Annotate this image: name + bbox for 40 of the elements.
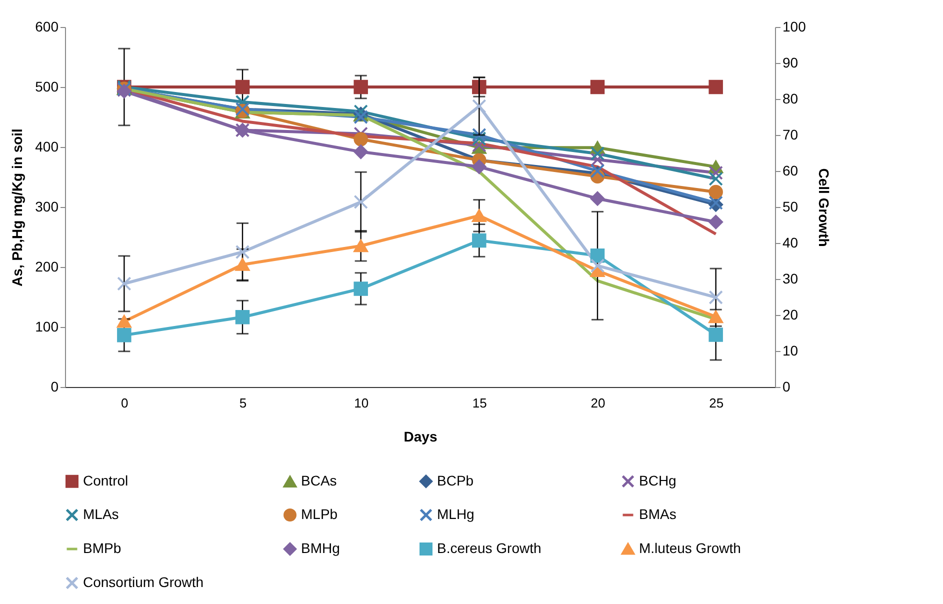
x-axis-title: Days <box>404 428 438 444</box>
legend-label: B.cereus Growth <box>437 540 542 556</box>
y-tick-label: 600 <box>35 18 59 34</box>
y2-tick-label: 20 <box>782 306 798 322</box>
x-tick-label: 20 <box>590 396 606 410</box>
y-axis-title: As, Pb,Hg mg/Kg in soil <box>9 128 26 286</box>
legend-label: BCPb <box>437 472 474 488</box>
y2-tick-label: 90 <box>782 54 798 70</box>
legend-label: Consortium Growth <box>83 574 204 590</box>
legend-label: MLAs <box>83 506 119 522</box>
x-tick-label: 15 <box>472 396 487 410</box>
legend-label: BMPb <box>83 540 122 556</box>
y-tick-label: 400 <box>35 138 59 154</box>
y2-tick-label: 10 <box>782 342 798 358</box>
y2-tick-label: 50 <box>782 198 798 214</box>
y2-tick-label: 60 <box>782 162 798 178</box>
legend-label: M.luteus Growth <box>639 540 741 556</box>
y2-tick-label: 100 <box>782 18 806 34</box>
y2-tick-label: 70 <box>782 126 798 142</box>
legend-label: MLPb <box>301 506 338 522</box>
y2-tick-label: 0 <box>782 378 790 394</box>
x-tick-label: 0 <box>121 396 128 410</box>
x-tick-label: 25 <box>709 396 724 410</box>
x-tick-label: 5 <box>239 396 247 410</box>
legend-label: MLHg <box>437 506 474 522</box>
legend-label: BMAs <box>639 506 676 522</box>
legend-label: BMHg <box>301 540 340 556</box>
y2-tick-label: 40 <box>782 234 798 250</box>
y-tick-label: 300 <box>35 198 59 214</box>
y2-axis-title: Cell Growth <box>816 168 832 247</box>
legend-label: Control <box>83 472 128 488</box>
legend-label: BCHg <box>639 472 676 488</box>
y-tick-label: 0 <box>50 378 59 394</box>
x-tick-label: 10 <box>354 396 369 410</box>
y-tick-label: 500 <box>35 78 59 94</box>
legend-label: BCAs <box>301 472 337 489</box>
y-tick-label: 100 <box>35 318 59 334</box>
y-tick-label: 200 <box>35 258 59 274</box>
y2-tick-label: 30 <box>782 270 798 286</box>
y2-tick-label: 80 <box>782 90 798 106</box>
